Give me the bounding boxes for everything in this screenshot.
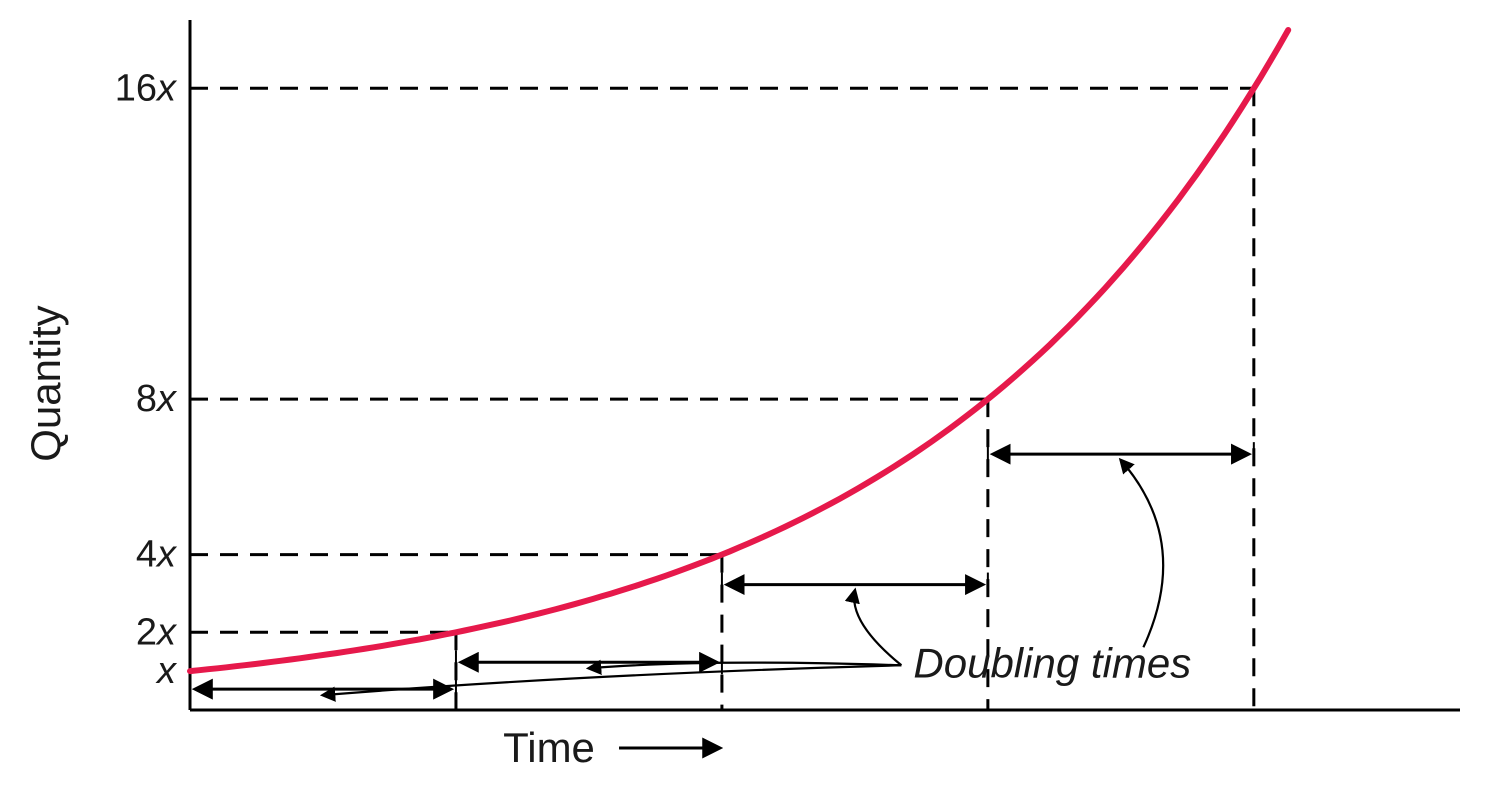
y-tick: 2x [136, 611, 178, 653]
annotation: Doubling times [323, 460, 1191, 695]
exponential-doubling-chart: Doubling times x2x 4x 8x 16x Quantity Time [0, 0, 1486, 792]
guide-lines [190, 88, 1254, 710]
y-tick-labels: x2x 4x 8x 16x [115, 67, 178, 692]
axes [190, 20, 1460, 710]
y-tick: 8x [136, 378, 178, 420]
y-tick: 4x [136, 534, 178, 576]
y-tick: 16x [115, 67, 178, 109]
annotation-text: Doubling times [913, 639, 1191, 686]
y-tick: x [155, 650, 178, 692]
y-axis-label: Quantity [22, 305, 69, 461]
x-axis-label: Time [503, 724, 719, 771]
x-axis-text: Time [503, 724, 595, 771]
exponential-curve [190, 30, 1288, 671]
